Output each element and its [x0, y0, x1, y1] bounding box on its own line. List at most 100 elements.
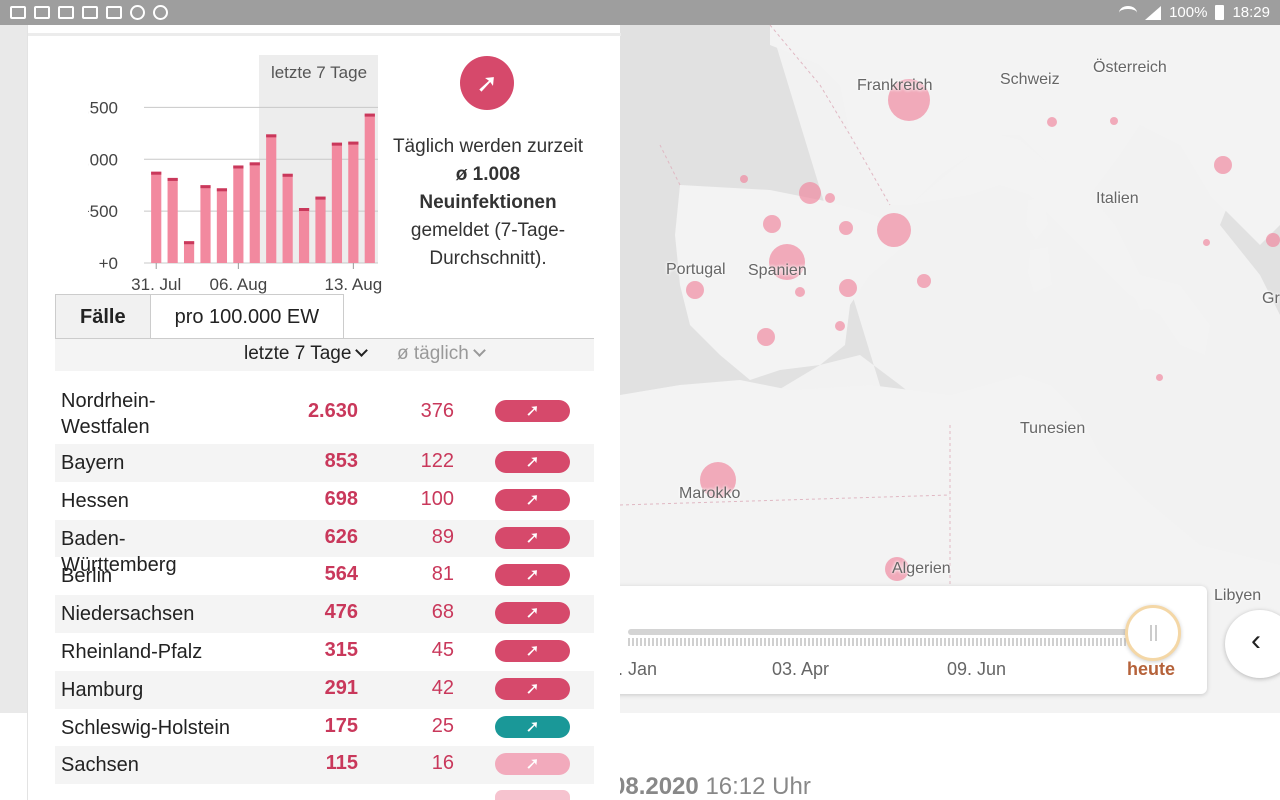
bar — [183, 241, 195, 263]
timeline-slider[interactable]: 27. Jan 03. Apr 09. Jun heute — [583, 586, 1207, 694]
cases-bar-chart: letzte 7 Tage +1.500 +1.000 +500 +0 31. Jul 06… — [88, 55, 382, 294]
bar — [151, 171, 162, 263]
map-bubble[interactable] — [686, 281, 704, 299]
table-row[interactable]: Niedersachsen 476 68 ➚ — [55, 595, 594, 633]
trend-arrow-icon: ➚ — [495, 400, 570, 422]
map-bubble[interactable] — [763, 215, 781, 233]
collapse-button[interactable]: ‹ — [1225, 610, 1280, 678]
daily-average: 376 — [420, 400, 454, 422]
map-bubble[interactable] — [799, 182, 821, 204]
table-row[interactable]: Hessen 698 100 ➚ — [55, 482, 594, 520]
map-bubble[interactable] — [795, 287, 805, 297]
tab-per-100k[interactable]: pro 100.000 EW — [150, 294, 345, 339]
table-row[interactable]: Sachsen 115 16 ➚ — [55, 746, 594, 785]
map-label-schweiz: Schweiz — [1000, 71, 1060, 88]
timeline-ticks — [628, 638, 1138, 646]
trend-arrow-icon: ➚ — [495, 753, 570, 776]
timeline-label: 09. Jun — [947, 659, 1007, 679]
timeline-today-label[interactable]: heute — [1127, 659, 1176, 679]
trend-arrow-icon: ➚ — [495, 639, 570, 662]
y-tick-label: +1.000 — [88, 150, 118, 169]
map-label-gr: Gr — [1262, 290, 1280, 307]
map-bubble[interactable] — [1156, 374, 1163, 381]
sort-daily-average[interactable]: ø täglich — [397, 343, 486, 365]
x-tick-label: 31. Jul — [131, 275, 181, 294]
map-label-spanien: Spanien — [748, 262, 807, 279]
map-label-libyen: Libyen — [1214, 587, 1262, 604]
bar — [315, 196, 326, 263]
daily-average: 16 — [431, 752, 454, 775]
map-bubble[interactable] — [1047, 117, 1057, 127]
table-row[interactable]: Hamburg 291 42 ➚ — [55, 670, 594, 709]
trend-arrow-icon: ➚ — [460, 56, 514, 110]
stats-panel: letzte 7 Tage +1.500 +1.000 +500 +0 31. Jul 06… — [27, 25, 621, 800]
map-bubble[interactable] — [835, 321, 845, 331]
daily-average: 81 — [431, 563, 454, 586]
timeline-track[interactable] — [628, 629, 1138, 635]
map-label-oesterreich: Österreich — [1093, 59, 1167, 76]
table-row[interactable]: Baden-Württemberg 626 89 ➚ — [55, 519, 594, 576]
bar-cap — [331, 142, 343, 146]
timestamp-time: 16:12 Uhr — [705, 773, 811, 800]
map-bubble[interactable] — [825, 193, 835, 203]
map-bubble[interactable] — [757, 328, 775, 346]
map-label-frankreich: Frankreich — [857, 77, 933, 94]
map-bubble[interactable] — [839, 221, 853, 235]
chevron-left-icon: ‹ — [1251, 624, 1261, 657]
clock: 18:29 — [1232, 4, 1270, 21]
map-bubble[interactable] — [917, 274, 931, 288]
chevron-down-icon — [355, 344, 369, 357]
mail-icon — [34, 6, 50, 19]
state-name: Sachsen — [61, 754, 139, 777]
map-bubble[interactable] — [700, 462, 736, 498]
table-row[interactable]: Nordrhein- Westfalen 2.630 376 ➚ — [55, 382, 594, 444]
table-header: letzte 7 Tage ø täglich — [55, 339, 594, 371]
timeline-handle[interactable] — [1125, 605, 1181, 661]
map-bubble[interactable] — [1214, 156, 1232, 174]
map-bubble[interactable] — [888, 79, 930, 121]
bar — [200, 185, 211, 263]
map-bubble[interactable] — [1266, 233, 1280, 247]
wifi-icon — [1119, 5, 1138, 20]
image-icon — [10, 6, 26, 19]
cases-last-7-days: 291 — [324, 676, 358, 699]
bar-cap — [233, 165, 244, 169]
bar — [331, 142, 343, 263]
trend-arrow-icon: ➚ — [495, 488, 570, 511]
phone-icon — [153, 5, 168, 20]
cases-last-7-days: 315 — [324, 638, 358, 661]
map-bubble[interactable] — [740, 175, 748, 183]
map-bubble[interactable] — [1203, 239, 1210, 246]
table-row[interactable]: Rheinland-Pfalz 315 45 ➚ — [55, 633, 594, 671]
battery-icon — [1215, 5, 1225, 20]
highlight-label: letzte 7 Tage — [271, 63, 367, 82]
trend-arrow-icon: ➚ — [495, 602, 570, 625]
state-name: Baden-Württemberg — [61, 527, 177, 576]
state-name: Hamburg — [61, 678, 144, 701]
map-bubble[interactable] — [839, 279, 857, 297]
mail-icon — [58, 6, 74, 19]
map-bubble[interactable] — [769, 244, 805, 280]
system-icons: 100% 18:29 — [1119, 4, 1270, 21]
cases-last-7-days: 115 — [325, 752, 358, 775]
y-tick-label: +1.500 — [88, 98, 118, 117]
view-tabs: Fälle pro 100.000 EW — [55, 294, 345, 339]
table-row[interactable]: Schleswig-Holstein 175 25 ➚ — [55, 709, 594, 747]
table-row[interactable]: Bayern 853 122 ➚ — [55, 444, 594, 482]
daily-average: 100 — [420, 487, 454, 510]
cases-last-7-days: 2.630 — [307, 400, 358, 422]
map-bubble[interactable] — [1110, 117, 1118, 125]
table-row[interactable]: Berlin 564 81 ➚ — [55, 557, 594, 595]
daily-average: 122 — [420, 450, 454, 472]
bar-cap — [282, 173, 293, 177]
map-bubble[interactable] — [877, 213, 911, 247]
cases-last-7-days: 476 — [324, 601, 358, 624]
state-name: Niedersachsen — [61, 603, 195, 626]
timeline-label: 03. Apr — [772, 659, 830, 679]
bar-cap — [249, 162, 260, 166]
map-bubble[interactable] — [885, 557, 909, 581]
status-bar: 100% 18:29 — [0, 0, 1280, 25]
summary-line: Täglich werden zurzeit — [392, 136, 584, 157]
sort-last-7-days[interactable]: letzte 7 Tage — [244, 343, 369, 365]
tab-cases[interactable]: Fälle — [55, 294, 151, 339]
